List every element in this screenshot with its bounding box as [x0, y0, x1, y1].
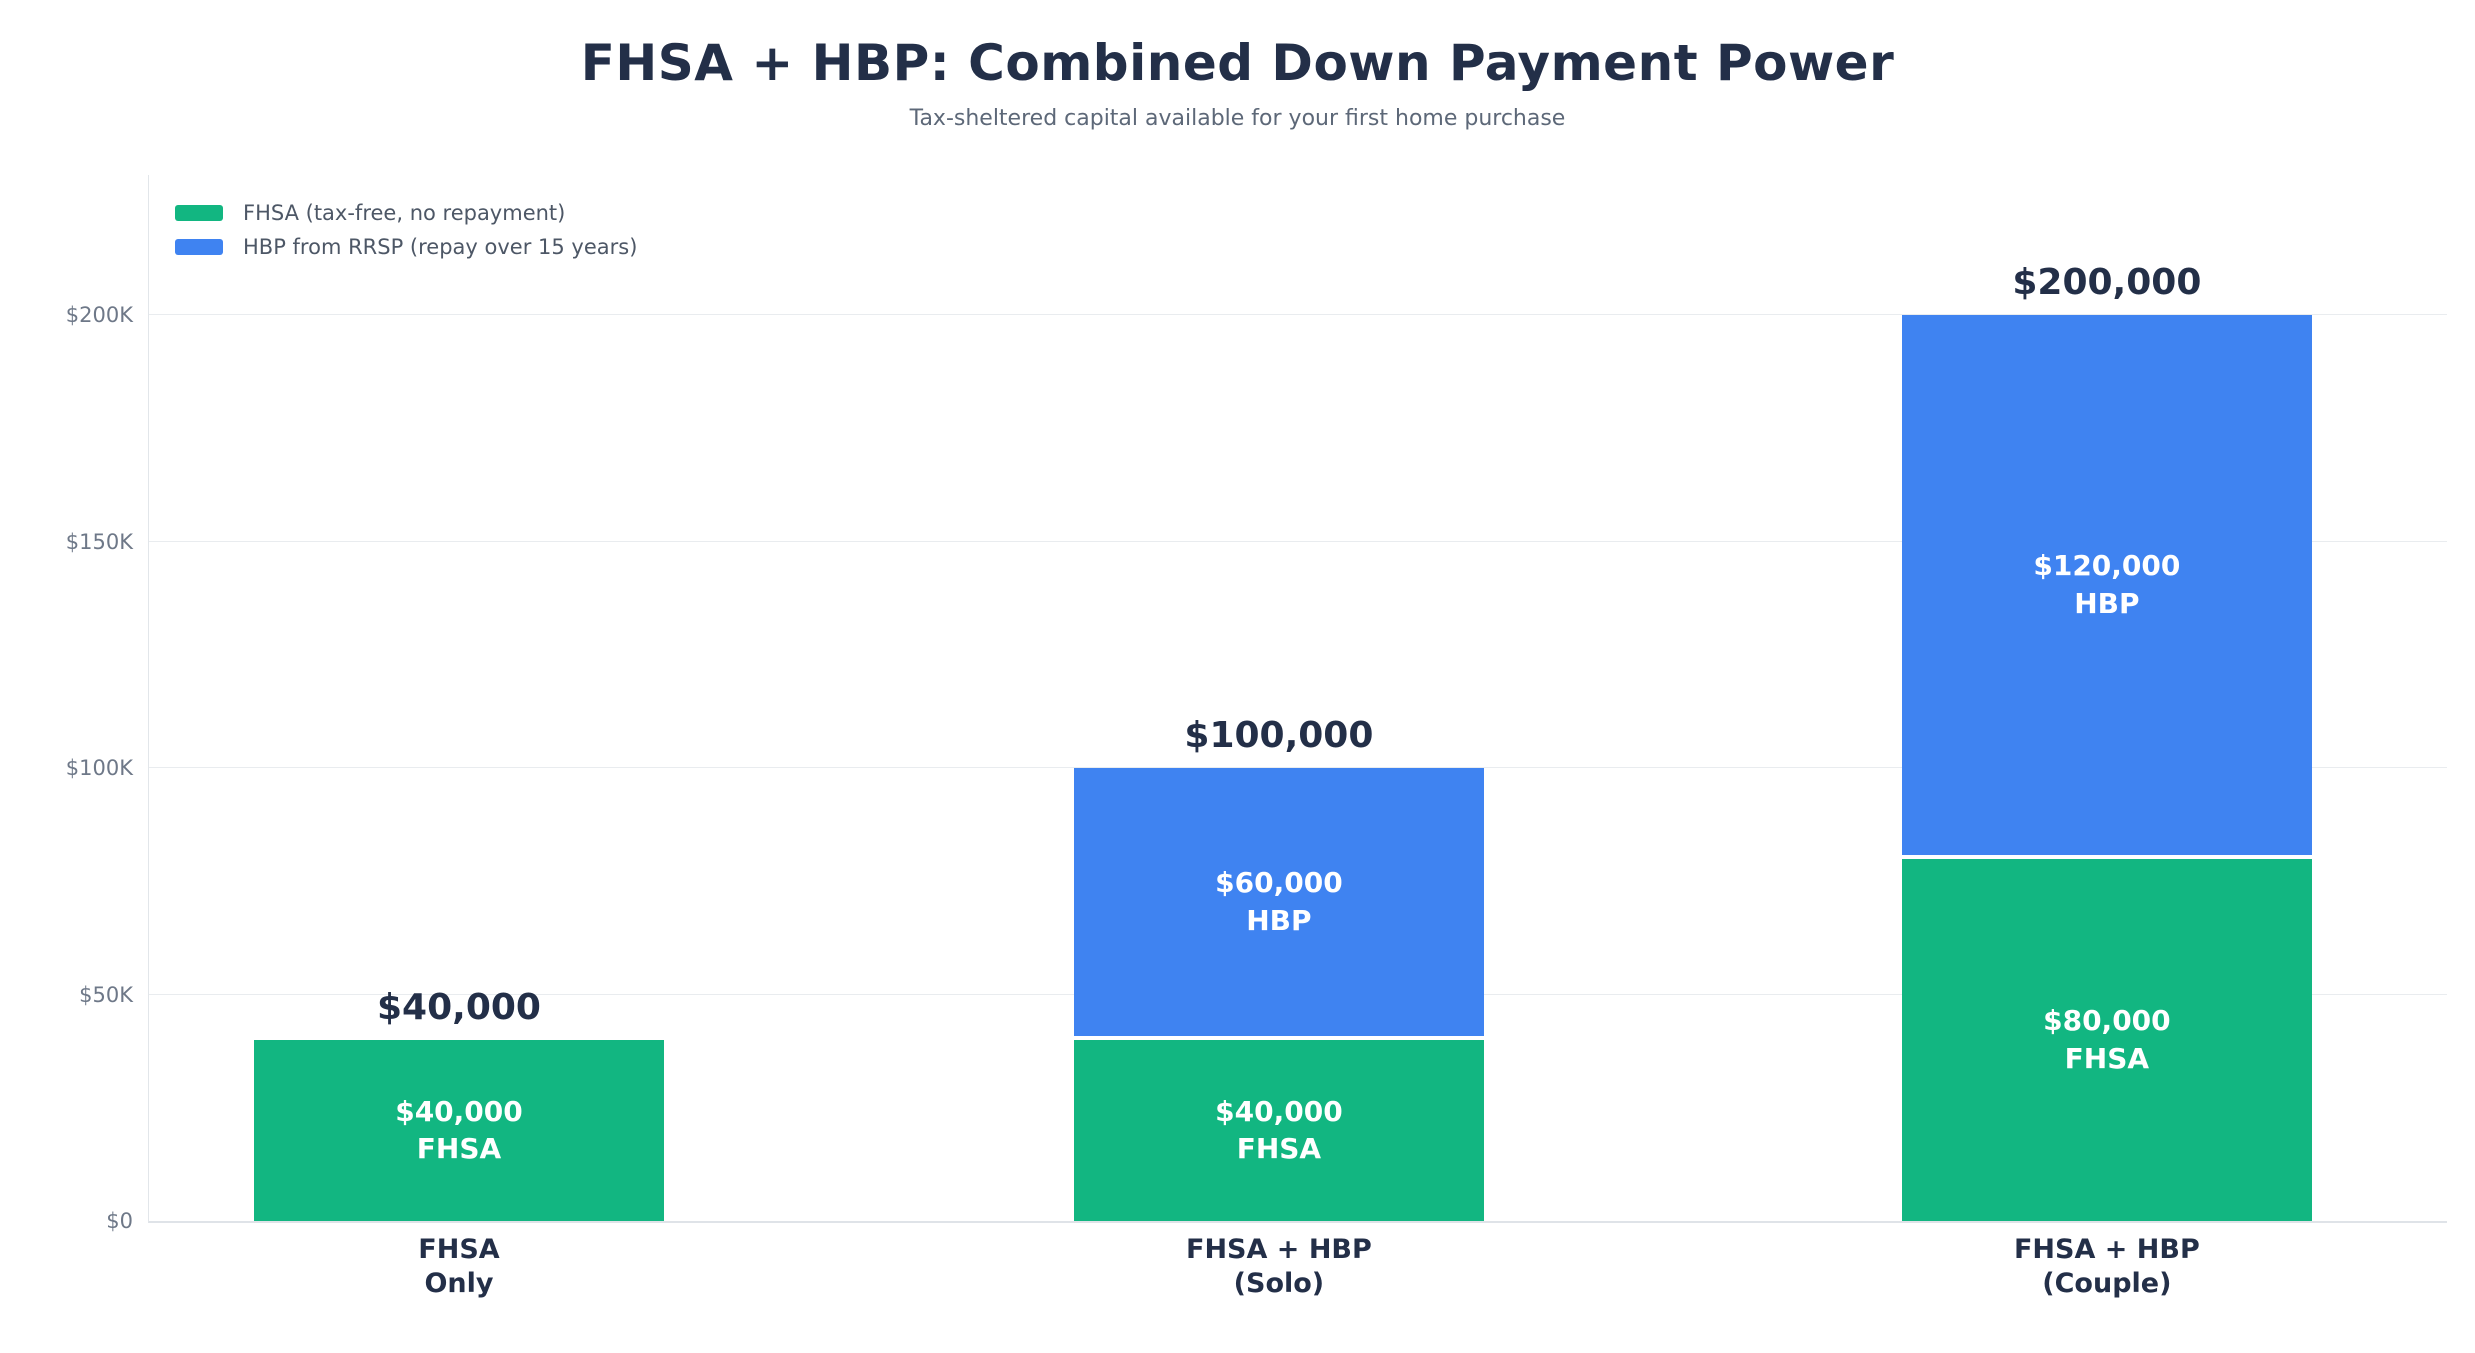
bar-stack: $40,000 FHSA $40,000	[254, 175, 664, 1221]
x-axis-label: FHSA + HBP (Solo)	[819, 1233, 1738, 1301]
y-tick-label: $0	[106, 1209, 133, 1233]
bar-segment-value-label: $120,000	[2033, 549, 2181, 583]
bar-segment-hbp: $120,000 HBP	[1902, 315, 2312, 859]
gridline	[149, 314, 2447, 316]
x-axis-label-line: (Couple)	[2042, 1267, 2172, 1299]
bar-segment-name-label: HBP	[2074, 587, 2140, 621]
y-tick-label: $50K	[79, 982, 133, 1007]
bar-segment-value-label: $80,000	[2043, 1004, 2171, 1038]
bar-stack: $40,000 FHSA $60,000 HBP $100,000	[1074, 175, 1484, 1221]
bar-stack: $80,000 FHSA $120,000 HBP $200,000	[1902, 175, 2312, 1221]
legend-label-hbp: HBP from RRSP (repay over 15 years)	[243, 235, 638, 259]
y-tick-label: $200K	[65, 303, 133, 328]
x-axis-label: FHSA Only	[0, 1233, 919, 1301]
x-axis-label-line: FHSA + HBP	[2013, 1234, 2200, 1265]
chart-subtitle: Tax-sheltered capital available for your…	[909, 106, 1566, 131]
legend-item-hbp: HBP from RRSP (repay over 15 years)	[175, 235, 637, 259]
bar-segment-fhsa: $40,000 FHSA	[1074, 1039, 1484, 1221]
bar-segment-value-label: $40,000	[1215, 1094, 1343, 1128]
bar-segment-name-label: FHSA	[1236, 1132, 1322, 1166]
hbp-swatch-icon	[175, 239, 223, 255]
y-tick-label: $100K	[65, 756, 133, 781]
y-tick-label: $150K	[65, 529, 133, 554]
fhsa-swatch-icon	[175, 205, 223, 221]
bar-total-label: $200,000	[2012, 262, 2202, 304]
bar-total-label: $40,000	[377, 986, 541, 1028]
legend-label-fhsa: FHSA (tax-free, no repayment)	[243, 201, 566, 225]
x-axis-label-line: FHSA	[418, 1234, 500, 1265]
bar-segment-value-label: $60,000	[1215, 866, 1343, 900]
plot-area: $0 $50K $100K $150K $200K $40,000 FHSA $40,000…	[66, 175, 2447, 1299]
x-axis-label-line: (Solo)	[1233, 1267, 1325, 1299]
bar-total-label: $100,000	[1184, 715, 1374, 757]
gridline	[149, 767, 2447, 769]
gridline	[149, 540, 2447, 542]
bar-segment-fhsa: $40,000 FHSA	[254, 1039, 664, 1221]
legend-item-fhsa: FHSA (tax-free, no repayment)	[175, 201, 637, 225]
chart-header: FHSA + HBP: Combined Down Payment Power …	[0, 34, 2475, 131]
bar-segment-name-label: FHSA	[416, 1132, 502, 1166]
bar-segment-name-label: FHSA	[2064, 1041, 2150, 1075]
legend: FHSA (tax-free, no repayment) HBP from R…	[175, 201, 637, 259]
chart-title: FHSA + HBP: Combined Down Payment Power	[580, 34, 1895, 92]
bar-segment-hbp: $60,000 HBP	[1074, 768, 1484, 1040]
x-axis-label-line: FHSA + HBP	[1186, 1234, 1372, 1265]
bar-segment-name-label: HBP	[1246, 904, 1312, 938]
bar-segment-fhsa: $80,000 FHSA	[1902, 858, 2312, 1221]
x-axis-label: FHSA + HBP (Couple)	[1647, 1233, 2475, 1301]
x-axis-label-line: Only	[424, 1267, 494, 1299]
bar-segment-value-label: $40,000	[395, 1094, 523, 1128]
